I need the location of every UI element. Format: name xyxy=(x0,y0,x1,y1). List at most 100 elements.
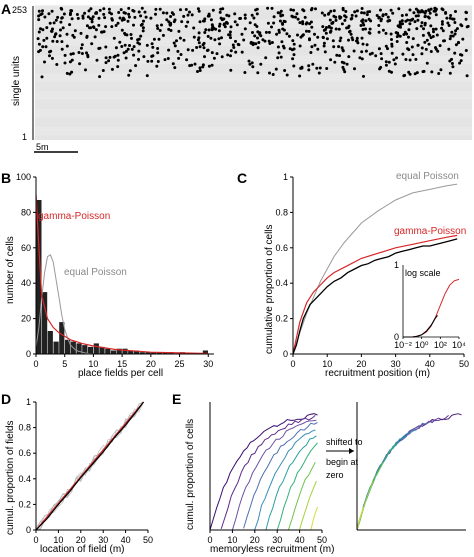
spike-dot xyxy=(267,30,271,34)
spike-dot xyxy=(243,71,247,74)
spike-dot xyxy=(445,16,449,20)
spike-dot xyxy=(90,42,94,46)
spike-dot xyxy=(169,29,173,32)
spike-dot xyxy=(290,48,294,52)
y-tick-label-bottom: 1 xyxy=(22,132,27,142)
spike-dot xyxy=(238,17,242,20)
spike-dot xyxy=(257,41,261,44)
spike-dot xyxy=(203,31,207,34)
spike-dot xyxy=(207,28,211,32)
spike-dot xyxy=(128,44,131,47)
spike-dot xyxy=(243,16,247,20)
spike-dot xyxy=(237,43,241,47)
spike-dot xyxy=(39,27,42,31)
spike-dot xyxy=(179,8,182,12)
spike-dot xyxy=(150,42,154,46)
shifted-curve xyxy=(356,435,407,530)
spike-dot xyxy=(127,15,131,19)
spike-dot xyxy=(104,45,108,49)
x-ticks: 0 5 10 15 20 25 30 xyxy=(33,354,213,369)
x-axis-title: memoryless recruitment (m) xyxy=(210,544,334,555)
spike-dot xyxy=(127,12,131,16)
y-axis-title: cumul. proportion of fields xyxy=(5,420,16,535)
spike-dot xyxy=(449,34,453,38)
inset-x-tick-label: 10⁴ xyxy=(452,340,466,350)
x-tick-label: 20 xyxy=(356,359,366,369)
spike-dot xyxy=(305,29,308,33)
spike-dot xyxy=(190,13,194,17)
spike-dot xyxy=(451,65,455,69)
spike-dot xyxy=(116,21,120,25)
spike-dot xyxy=(227,33,231,37)
spike-dot xyxy=(272,21,276,25)
spike-dot xyxy=(439,68,443,72)
spike-dot xyxy=(338,39,342,43)
spike-dot xyxy=(281,22,285,26)
spike-dot xyxy=(449,14,453,17)
spike-dot xyxy=(330,21,334,25)
bar xyxy=(105,348,111,354)
spike-dot xyxy=(350,13,354,17)
spike-dot xyxy=(405,13,408,17)
spike-dot xyxy=(368,31,372,35)
panel-letter-d: D xyxy=(1,391,11,407)
spike-dot xyxy=(198,69,202,72)
spike-dot xyxy=(116,58,120,62)
spike-dot xyxy=(137,49,141,53)
spike-dot xyxy=(70,58,74,62)
spike-dot xyxy=(298,44,302,48)
spike-dot xyxy=(134,64,138,68)
spike-dot xyxy=(408,72,412,76)
spike-dot xyxy=(80,52,84,55)
inset-series-gamma-poisson xyxy=(403,278,460,338)
spike-dot xyxy=(142,19,145,23)
spike-dot xyxy=(103,16,107,20)
spike-dot xyxy=(154,7,158,11)
spike-dot xyxy=(218,24,221,28)
spike-dot xyxy=(415,27,419,31)
spike-dot xyxy=(266,21,270,25)
series-line-equal-poisson xyxy=(35,254,94,355)
y-tick-label: 0.8 xyxy=(275,207,288,217)
spike-dot xyxy=(108,55,112,59)
spike-dot xyxy=(307,68,311,72)
spike-dot xyxy=(163,58,167,62)
bar xyxy=(116,348,122,354)
spike-dot xyxy=(59,28,62,32)
spike-dot xyxy=(156,27,160,30)
spike-dot xyxy=(85,24,89,28)
spike-dot xyxy=(201,19,205,23)
spike-dot xyxy=(266,6,270,10)
spike-dot xyxy=(101,69,105,72)
spike-dot xyxy=(247,59,251,63)
spike-dot xyxy=(63,53,67,57)
panel-a-raster: 253 1 single units 5m xyxy=(11,5,472,153)
spike-dot xyxy=(102,7,106,11)
spike-dot xyxy=(386,47,389,51)
spike-dot xyxy=(360,11,364,15)
spike-dot xyxy=(240,32,244,36)
spike-dot xyxy=(122,51,126,55)
spike-dot xyxy=(158,7,162,11)
spike-dot xyxy=(334,15,338,19)
spike-dot xyxy=(178,36,182,40)
spike-dot xyxy=(137,57,140,61)
spike-dot xyxy=(60,7,64,11)
spike-dot xyxy=(313,43,317,47)
spike-dot xyxy=(429,36,433,40)
spike-dot xyxy=(300,66,304,70)
y-axis-title: number of cells xyxy=(5,236,16,304)
y-tick-label: 0.2 xyxy=(18,499,31,509)
shifted-curve xyxy=(356,480,374,530)
spike-dot xyxy=(354,14,358,18)
spike-dot xyxy=(59,20,63,24)
spike-dot xyxy=(351,38,355,42)
spike-dot xyxy=(87,9,91,13)
spike-dot xyxy=(184,24,188,28)
spike-dot xyxy=(68,13,72,17)
spike-dot xyxy=(79,31,83,35)
series-line-observed xyxy=(292,238,458,355)
shifted-curve xyxy=(356,461,384,531)
spike-dot xyxy=(251,31,254,34)
spike-dot xyxy=(65,32,69,36)
